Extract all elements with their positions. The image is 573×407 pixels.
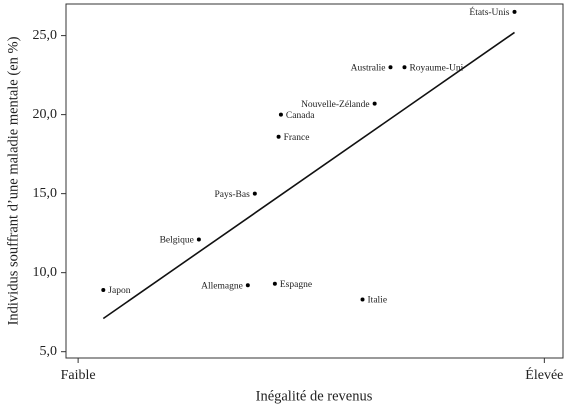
- point-label: Nouvelle-Zélande: [301, 100, 370, 110]
- y-tick-label: 25,0: [33, 28, 58, 43]
- x-tick-label: Faible: [61, 368, 96, 383]
- point: [278, 112, 283, 117]
- y-tick-label: 10,0: [33, 265, 58, 280]
- point: [512, 9, 517, 14]
- point-label: Canada: [286, 111, 315, 121]
- y-tick-label: 20,0: [33, 107, 58, 122]
- x-tick-label: Élevée: [525, 366, 563, 383]
- point: [388, 65, 393, 70]
- point: [272, 281, 277, 286]
- point-label: Japon: [108, 286, 130, 296]
- point-label: Australie: [351, 63, 386, 73]
- point: [101, 288, 106, 293]
- y-tick-label: 15,0: [33, 186, 58, 201]
- point-label: Royaume-Uni: [409, 63, 463, 73]
- point-label: Allemagne: [201, 281, 243, 291]
- point: [402, 65, 407, 70]
- point-label: Belgique: [160, 236, 194, 246]
- point-label: Italie: [368, 296, 388, 306]
- point: [372, 101, 377, 106]
- trend-line: [102, 31, 515, 320]
- point-label: Pays-Bas: [214, 190, 250, 200]
- y-axis-label: Individus souffrant d’une maladie mental…: [5, 36, 21, 325]
- point-label: France: [284, 133, 310, 143]
- point: [360, 297, 365, 302]
- point: [252, 191, 257, 196]
- point: [245, 283, 250, 288]
- point: [276, 134, 281, 139]
- point-label: États-Unis: [469, 6, 509, 18]
- plot-frame: [65, 3, 564, 359]
- point: [196, 237, 201, 242]
- y-tick-label: 5,0: [40, 344, 58, 359]
- x-axis-label: Inégalité de revenus: [256, 388, 373, 404]
- point-label: Espagne: [280, 280, 312, 290]
